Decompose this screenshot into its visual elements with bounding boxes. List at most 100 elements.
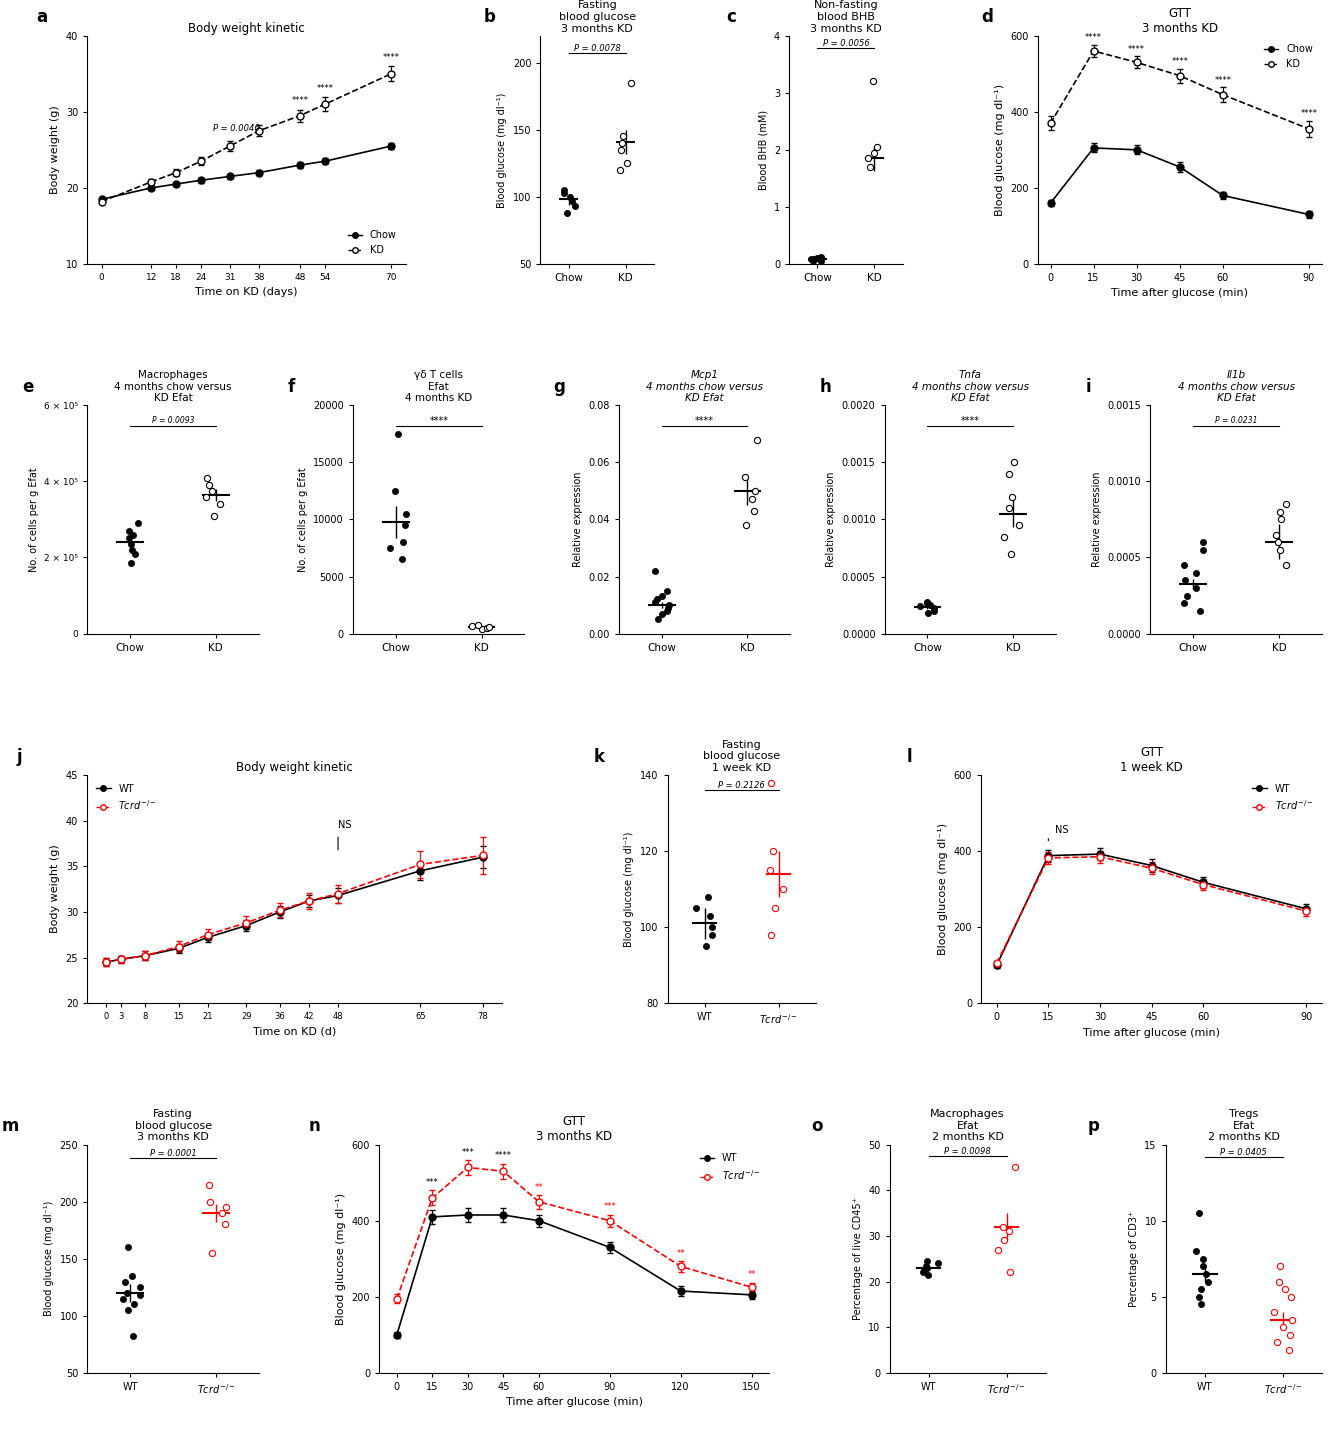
Point [800,247,821,270]
Point [695,935,717,958]
Legend: Chow, KD: Chow, KD [1260,40,1317,73]
Y-axis label: Relative expression: Relative expression [1092,472,1102,568]
Point [647,608,668,631]
Point [130,1276,152,1298]
Point [1185,1240,1206,1263]
Point [121,552,142,575]
Point [613,124,635,147]
Point [745,479,766,502]
Point [113,1287,134,1310]
Point [762,839,784,862]
Y-axis label: Body weight (g): Body weight (g) [50,845,60,934]
Text: P = 0.0405: P = 0.0405 [1220,1148,1267,1157]
Point [1275,553,1296,576]
Point [1190,1293,1212,1316]
Point [699,904,721,927]
Point [1266,523,1287,546]
Point [1266,1331,1287,1354]
Point [479,615,501,638]
Text: o: o [812,1117,823,1135]
Text: P = 0.0078: P = 0.0078 [574,44,621,53]
Point [1280,1286,1302,1308]
Point [1001,542,1023,565]
Point [923,599,945,622]
Point [564,194,585,217]
Text: g: g [554,378,565,396]
Y-axis label: No. of cells per g Efat: No. of cells per g Efat [298,468,307,572]
Point [656,596,678,619]
Title: Non-fasting
blood BHB
3 months KD: Non-fasting blood BHB 3 months KD [811,0,882,33]
Point [811,250,832,273]
Text: ****: **** [695,416,714,426]
Y-axis label: Blood glucose (mg dl⁻¹): Blood glucose (mg dl⁻¹) [44,1201,54,1317]
Point [998,496,1020,519]
Point [992,1216,1013,1238]
Text: P = 0.0056: P = 0.0056 [823,39,870,49]
Point [122,1293,144,1316]
Point [118,519,140,542]
Text: P = 0.0093: P = 0.0093 [152,416,195,425]
Point [1185,561,1206,583]
Point [867,136,888,159]
Point [117,1281,138,1304]
Text: k: k [593,748,604,765]
Point [988,1238,1009,1261]
Point [616,152,637,174]
Text: **: ** [676,1248,684,1257]
Point [1275,1277,1296,1300]
Text: ****: **** [291,96,309,106]
Point [1263,363,1284,386]
Legend: WT, $Tcrd^{-/-}$: WT, $Tcrd^{-/-}$ [1248,779,1317,817]
Point [197,473,219,496]
Text: P = 0.0001: P = 0.0001 [150,1150,196,1158]
Point [993,525,1015,548]
Point [918,1263,939,1286]
Point [993,1228,1015,1251]
Point [612,132,633,154]
Point [123,542,145,565]
Point [858,147,879,170]
Point [557,202,578,225]
Point [1173,592,1194,615]
Text: ****: **** [1215,76,1232,84]
Point [919,593,941,616]
Y-axis label: Body weight (g): Body weight (g) [50,106,60,194]
Point [122,1324,144,1347]
Text: NS: NS [338,819,352,829]
Point [211,1201,232,1224]
Point [698,885,719,908]
Point [384,479,405,502]
Point [917,591,938,613]
Point [121,1264,142,1287]
Point [122,523,144,546]
Point [199,1190,220,1213]
Title: Il1b
4 months chow versus
KD Efat: Il1b 4 months chow versus KD Efat [1178,370,1295,403]
Point [1189,599,1210,622]
Point [923,596,945,619]
Text: c: c [726,9,737,26]
Text: j: j [16,748,23,765]
Point [1196,1263,1217,1286]
Point [620,72,641,94]
Point [760,924,781,947]
Point [215,1195,236,1218]
Point [1280,1308,1302,1331]
Point [1192,1247,1213,1270]
Point [1002,450,1024,473]
Text: b: b [483,9,495,26]
Point [735,513,757,536]
Point [915,1254,937,1277]
Point [803,250,824,273]
Text: ***: *** [462,1147,474,1157]
Point [611,139,632,162]
Point [1268,1270,1290,1293]
Point [686,897,707,919]
Text: ****: **** [429,416,448,426]
Point [467,613,488,636]
Y-axis label: Percentage of live CD45⁺: Percentage of live CD45⁺ [852,1197,863,1320]
Legend: WT, $Tcrd^{-/-}$: WT, $Tcrd^{-/-}$ [695,1150,765,1185]
Text: d: d [981,9,993,26]
Point [195,485,216,508]
Point [553,182,574,204]
Point [656,579,678,602]
